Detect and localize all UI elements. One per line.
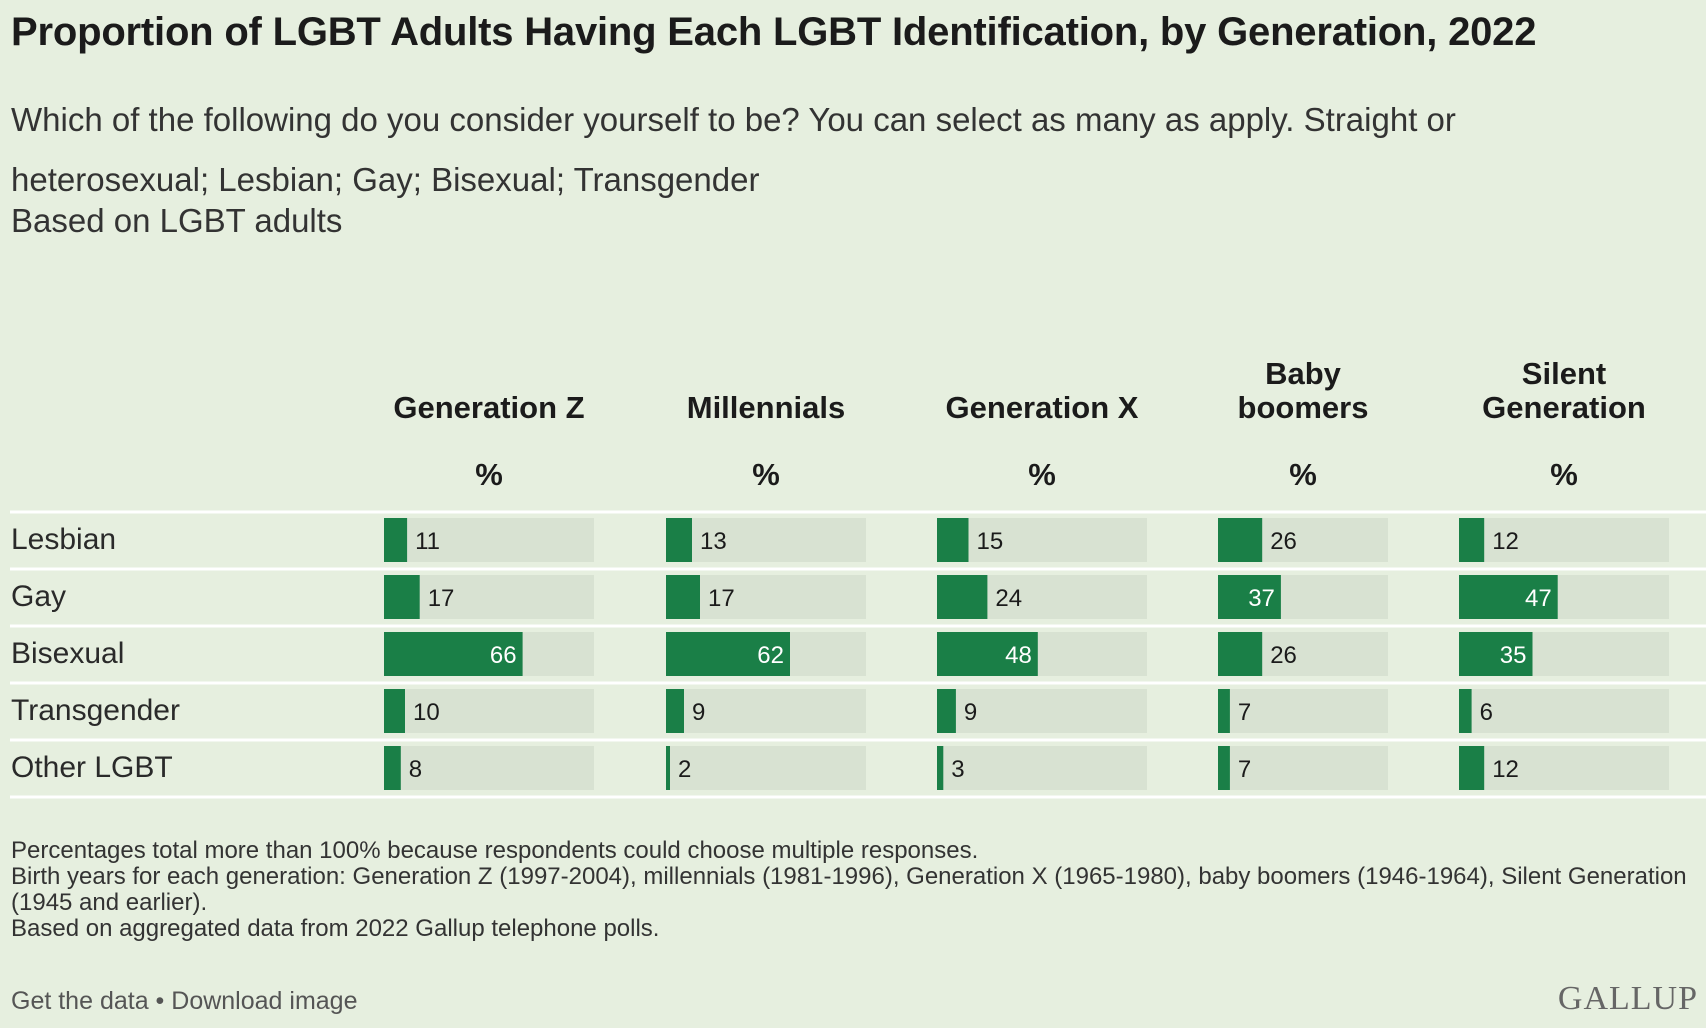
series-header: Millennials [687, 390, 845, 425]
bar-track [937, 746, 1147, 790]
bar [937, 746, 944, 790]
bar [384, 689, 405, 733]
bar [666, 632, 790, 676]
download-image-link[interactable]: Download image [171, 987, 358, 1015]
data-label: 3 [951, 756, 964, 783]
data-label: 11 [415, 528, 440, 555]
data-label: 35 [1500, 642, 1527, 669]
bar [1459, 632, 1533, 676]
data-label: 26 [1270, 642, 1297, 669]
bar-track [1218, 746, 1388, 790]
bar [384, 746, 401, 790]
bar [1459, 746, 1485, 790]
bar [1218, 746, 1230, 790]
gallup-logo: GALLUP [1557, 980, 1698, 1017]
bar-track [1459, 689, 1669, 733]
category-label: Other LGBT [11, 751, 173, 784]
series-header: Silent [1522, 356, 1606, 391]
bar [666, 746, 670, 790]
bar-track [666, 518, 866, 562]
unit-label: % [475, 457, 503, 492]
series-header: boomers [1238, 390, 1369, 425]
bar [384, 575, 420, 619]
footnote: Birth years for each generation: Generat… [11, 863, 1687, 916]
data-label: 48 [1005, 642, 1032, 669]
data-label: 47 [1525, 585, 1552, 612]
series-header: Baby [1265, 356, 1342, 391]
data-label: 9 [964, 699, 977, 726]
unit-label: % [1289, 457, 1317, 492]
bar-track [384, 518, 594, 562]
data-label: 24 [995, 585, 1022, 612]
bar [1218, 518, 1263, 562]
bar-track [384, 689, 594, 733]
bar [1459, 575, 1558, 619]
category-label: Gay [11, 580, 66, 613]
series-header: Generation [1482, 390, 1646, 425]
link-separator: • [148, 987, 172, 1015]
series-header: Generation Z [393, 390, 584, 425]
data-label: 15 [977, 528, 1004, 555]
footnotes: Percentages total more than 100% because… [11, 838, 1691, 942]
footnote: Percentages total more than 100% because… [11, 837, 979, 864]
bar-track [666, 689, 866, 733]
unit-label: % [752, 457, 780, 492]
series-header: Generation X [946, 390, 1139, 425]
data-label: 7 [1238, 699, 1251, 726]
unit-label: % [1550, 457, 1578, 492]
data-label: 66 [490, 642, 517, 669]
bar-track [1459, 746, 1669, 790]
unit-label: % [1028, 457, 1056, 492]
category-label: Bisexual [11, 637, 124, 670]
get-data-link[interactable]: Get the data [11, 987, 149, 1015]
bar [666, 518, 692, 562]
bar [937, 575, 988, 619]
bar [937, 689, 956, 733]
chart-note: Based on LGBT adults [11, 202, 343, 239]
bar-track [937, 689, 1147, 733]
bar [384, 632, 523, 676]
footer-links: Get the data • Download image [11, 987, 357, 1016]
bar-track [1218, 689, 1388, 733]
data-label: 13 [700, 528, 727, 555]
category-label: Transgender [11, 694, 180, 727]
data-label: 10 [413, 699, 440, 726]
bar-track [937, 518, 1147, 562]
bar-track [666, 746, 866, 790]
data-label: 17 [708, 585, 735, 612]
bar [1218, 632, 1263, 676]
data-label: 12 [1492, 528, 1519, 555]
bar [937, 518, 969, 562]
data-label: 6 [1480, 699, 1493, 726]
data-label: 7 [1238, 756, 1251, 783]
data-label: 9 [692, 699, 705, 726]
bar [666, 689, 684, 733]
bar [1459, 518, 1485, 562]
chart-title: Proportion of LGBT Adults Having Each LG… [11, 10, 1537, 54]
data-label: 8 [409, 756, 422, 783]
bar [1459, 689, 1472, 733]
bar [1218, 575, 1281, 619]
data-label: 62 [757, 642, 784, 669]
bar [937, 632, 1038, 676]
footnote: Based on aggregated data from 2022 Gallu… [11, 915, 660, 942]
chart-subtitle: Which of the following do you consider y… [11, 101, 1456, 198]
bar-track [1459, 518, 1669, 562]
data-label: 26 [1270, 528, 1297, 555]
data-label: 2 [678, 756, 691, 783]
bar [384, 518, 408, 562]
data-label: 37 [1248, 585, 1275, 612]
bar-track [384, 746, 594, 790]
category-label: Lesbian [11, 523, 116, 556]
bar [666, 575, 700, 619]
bar [1218, 689, 1230, 733]
data-label: 17 [428, 585, 455, 612]
data-label: 12 [1492, 756, 1519, 783]
